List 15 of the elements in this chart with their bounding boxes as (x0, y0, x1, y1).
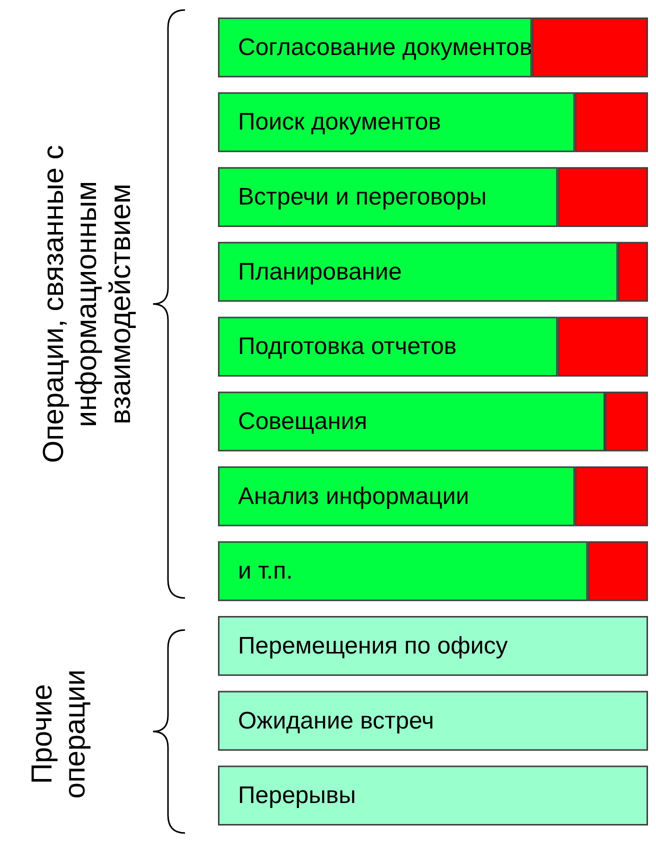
y-tick-label: Перемещения по офису (238, 632, 508, 660)
y-tick-label: и т.п. (238, 558, 293, 585)
y-tick-label: Перерывы (238, 782, 356, 810)
y-tick-label: Встречи и переговоры (238, 184, 487, 211)
bar (218, 616, 648, 676)
y-tick-label: Поиск документов (238, 108, 441, 136)
text: Операции, связанные с информационным взаимодействием (38, 144, 138, 464)
text: Прочие операции (26, 669, 93, 799)
bar (218, 690, 648, 751)
y-tick-label: Подготовка отчетов (238, 333, 457, 360)
y-tick-label: Планирование (238, 258, 402, 286)
y-tick-label: Анализ информации (238, 482, 470, 510)
y-tick-label: Совещания (238, 408, 368, 435)
bar (218, 766, 648, 826)
y-tick-label: Ожидание встреч (238, 707, 434, 734)
